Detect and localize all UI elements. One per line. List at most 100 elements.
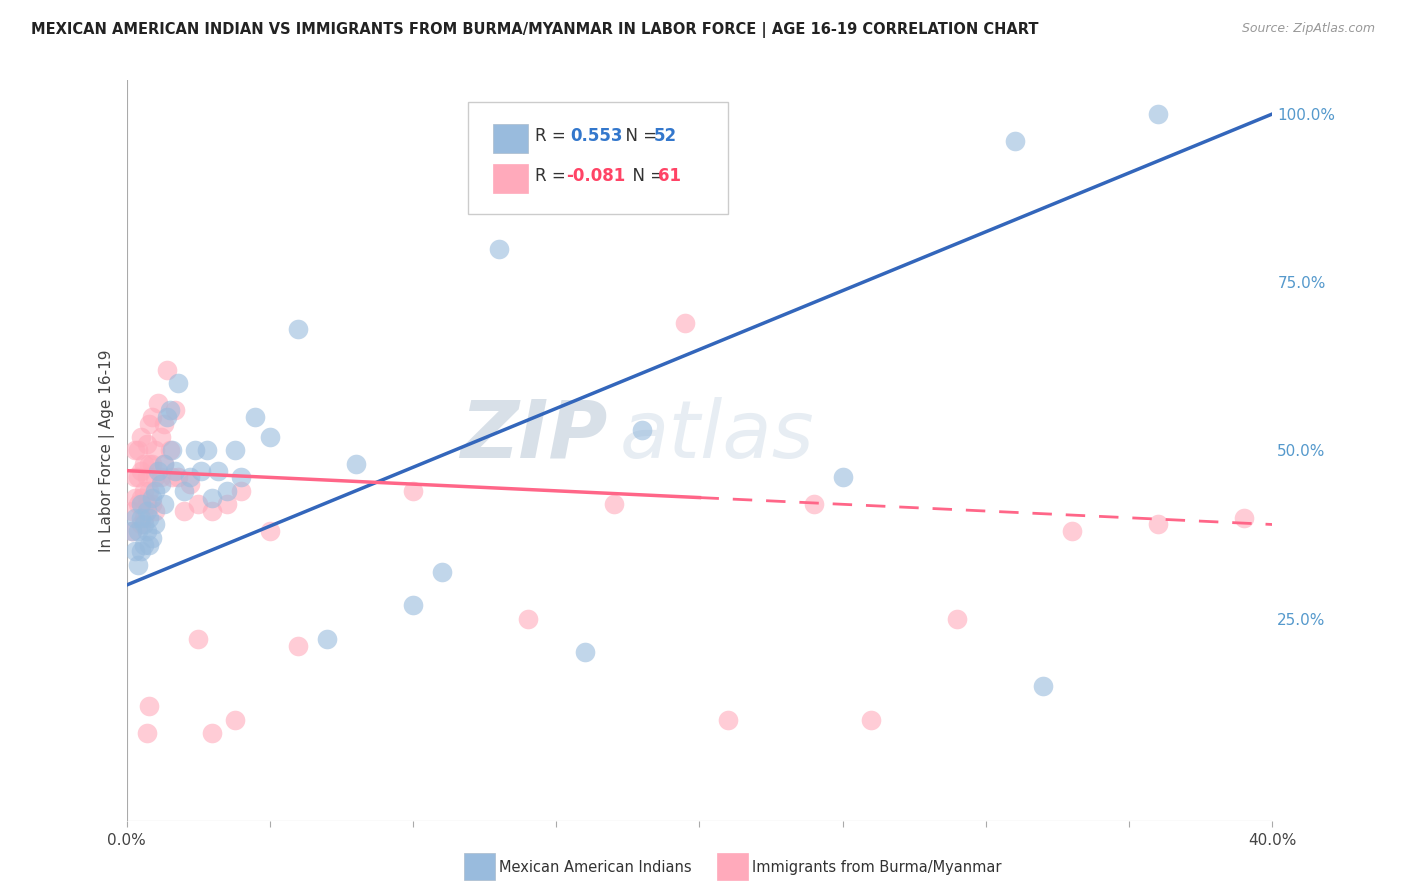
Point [224, 713, 246, 727]
Point [946, 612, 969, 626]
Point [127, 497, 149, 511]
Point [165, 464, 187, 478]
Point [132, 457, 155, 471]
Point [143, 483, 166, 498]
Point [141, 531, 163, 545]
Text: N =: N = [616, 127, 662, 145]
Point [184, 443, 207, 458]
Point [141, 497, 163, 511]
Point [143, 517, 166, 532]
Point [1060, 524, 1083, 539]
Point [201, 504, 224, 518]
Point [179, 477, 201, 491]
Point [132, 517, 155, 532]
Point [207, 464, 229, 478]
Point [287, 639, 309, 653]
Point [138, 538, 160, 552]
Point [149, 430, 172, 444]
Point [152, 497, 174, 511]
Point [124, 470, 146, 484]
Point [141, 491, 163, 505]
Text: Immigrants from Burma/Myanmar: Immigrants from Burma/Myanmar [752, 861, 1001, 875]
Point [1233, 510, 1256, 524]
Point [167, 470, 190, 484]
Point [143, 443, 166, 458]
Point [129, 497, 152, 511]
Point [430, 565, 453, 579]
Point [124, 544, 146, 558]
Point [156, 409, 179, 424]
Point [152, 457, 174, 471]
Text: ZIP: ZIP [460, 397, 607, 475]
Point [215, 483, 238, 498]
Point [689, 187, 711, 202]
Point [717, 713, 740, 727]
Point [138, 417, 160, 431]
Point [803, 497, 825, 511]
Point [190, 464, 212, 478]
Text: atlas: atlas [619, 397, 814, 475]
Point [162, 443, 184, 458]
Point [121, 524, 143, 539]
Text: Source: ZipAtlas.com: Source: ZipAtlas.com [1241, 22, 1375, 36]
Point [146, 396, 169, 410]
Point [165, 403, 187, 417]
Point [135, 504, 157, 518]
Point [132, 510, 155, 524]
Point [215, 497, 238, 511]
Text: -0.081: -0.081 [567, 167, 626, 185]
Point [152, 457, 174, 471]
Point [129, 491, 152, 505]
Point [179, 470, 201, 484]
Point [231, 470, 253, 484]
Text: N =: N = [623, 167, 669, 185]
Point [124, 443, 146, 458]
Point [135, 470, 157, 484]
Text: R =: R = [536, 127, 576, 145]
Point [201, 726, 224, 740]
Point [124, 510, 146, 524]
Point [187, 632, 209, 646]
Point [831, 470, 853, 484]
Point [402, 599, 425, 613]
Point [127, 443, 149, 458]
Point [173, 504, 195, 518]
Point [224, 443, 246, 458]
Point [173, 483, 195, 498]
Point [141, 457, 163, 471]
Point [488, 242, 510, 256]
Point [156, 362, 179, 376]
Point [402, 483, 425, 498]
Point [860, 713, 883, 727]
Point [135, 726, 157, 740]
Point [127, 470, 149, 484]
Point [201, 491, 224, 505]
Point [127, 524, 149, 539]
Point [287, 322, 309, 336]
Point [516, 612, 538, 626]
Point [602, 497, 624, 511]
Point [135, 436, 157, 450]
Point [124, 491, 146, 505]
Point [344, 457, 367, 471]
Point [129, 464, 152, 478]
Text: R =: R = [536, 167, 571, 185]
Point [138, 457, 160, 471]
Point [1032, 679, 1054, 693]
Point [162, 470, 184, 484]
Point [129, 430, 152, 444]
Point [127, 558, 149, 572]
Point [143, 470, 166, 484]
Text: 0.553: 0.553 [571, 127, 623, 145]
Point [187, 497, 209, 511]
Point [195, 443, 218, 458]
Point [574, 645, 596, 659]
Point [631, 423, 654, 437]
Point [159, 443, 181, 458]
Point [121, 524, 143, 539]
Point [1147, 517, 1170, 532]
Point [132, 483, 155, 498]
Text: MEXICAN AMERICAN INDIAN VS IMMIGRANTS FROM BURMA/MYANMAR IN LABOR FORCE | AGE 16: MEXICAN AMERICAN INDIAN VS IMMIGRANTS FR… [31, 22, 1039, 38]
Point [129, 517, 152, 532]
Text: 52: 52 [654, 127, 676, 145]
